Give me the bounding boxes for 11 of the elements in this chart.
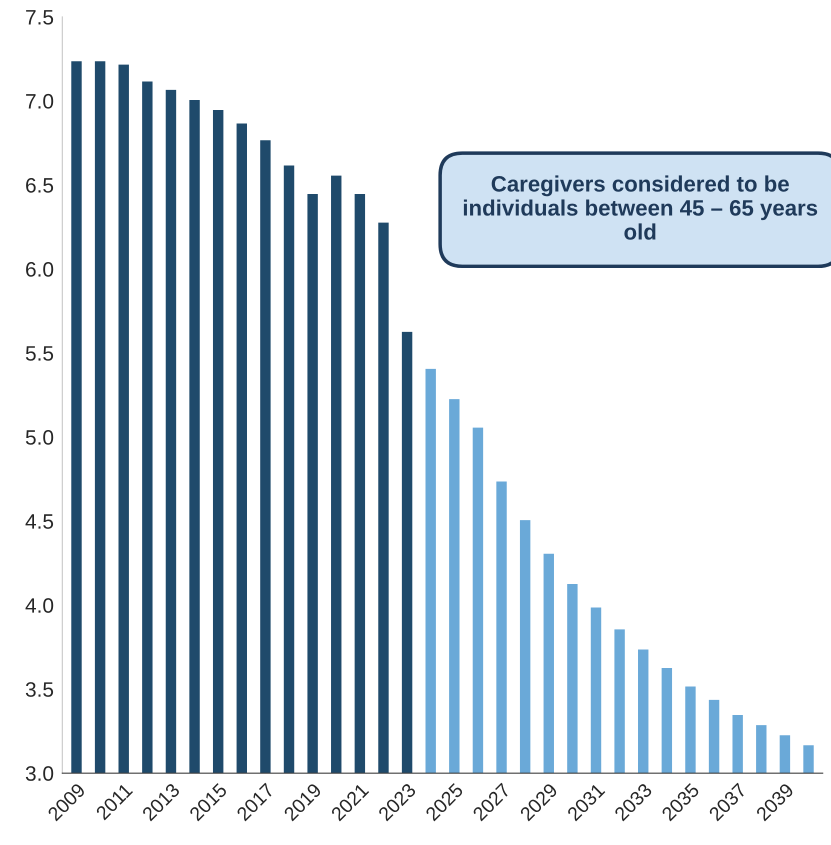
y-tick-label: 5.5	[26, 346, 54, 361]
y-tick-label: 4.5	[26, 514, 54, 529]
y-tick-label: 6.5	[26, 178, 54, 193]
y-tick-label: 4.0	[26, 598, 54, 613]
y-tick-label: 7.5	[26, 10, 54, 25]
y-tick-label: 3.0	[26, 766, 54, 781]
annotation: Caregivers considered to be individuals between 45 – 65 years old	[464, 175, 818, 240]
y-tick-label: 5.0	[26, 430, 54, 445]
y-tick-label: 3.5	[26, 682, 54, 697]
y-tick-label: 7.0	[26, 94, 54, 109]
y-tick-label: 6.0	[26, 262, 54, 277]
